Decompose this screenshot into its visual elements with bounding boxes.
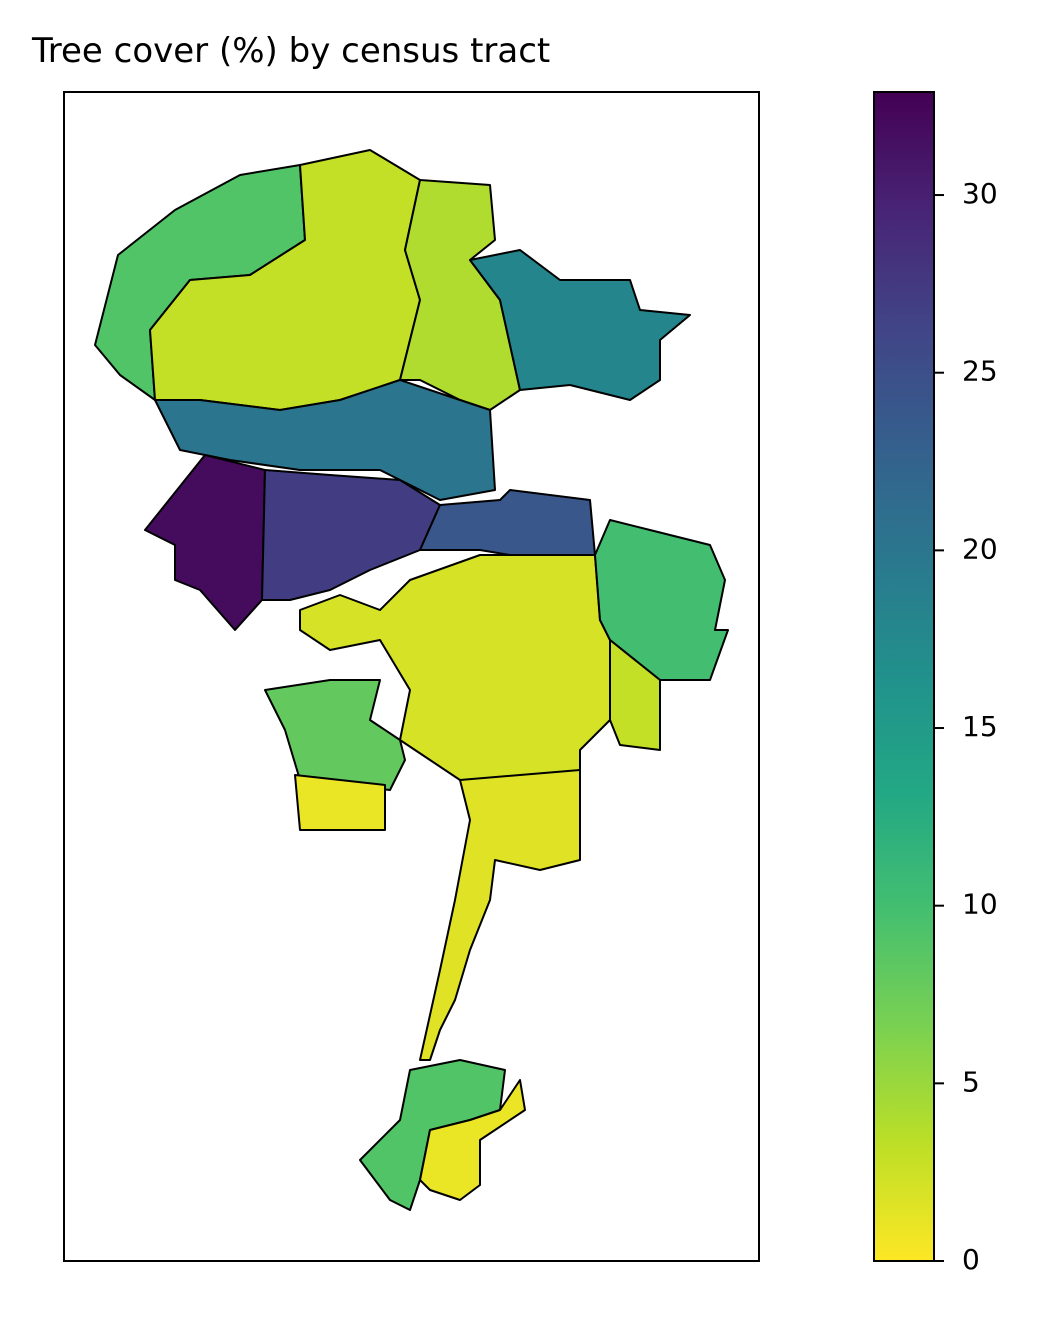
colorbar-tick-label: 25 (962, 355, 998, 388)
colorbar-ticks: 0 5 10 15 20 25 30 (934, 177, 998, 1276)
colorbar (873, 91, 935, 1262)
tract-region (594, 519, 729, 681)
tract-region (419, 769, 581, 1061)
tract-region (261, 469, 441, 601)
colorbar-tick-label: 10 (962, 888, 998, 921)
colorbar-tick-label: 20 (962, 532, 998, 565)
tract-region (264, 679, 406, 791)
colorbar-tick-label: 15 (962, 710, 998, 743)
tract-region (419, 1079, 526, 1201)
chart-title: Tree cover (%) by census tract (31, 31, 550, 71)
tract-region (144, 454, 266, 631)
colorbar-tick-label: 0 (962, 1243, 980, 1276)
map (94, 149, 729, 1211)
colorbar-tick-label: 5 (962, 1065, 980, 1098)
colorbar-tick-label: 30 (962, 177, 998, 210)
tract-region (469, 249, 691, 401)
tract-region (609, 639, 661, 751)
tract-region (154, 379, 496, 501)
map-frame (63, 91, 760, 1262)
tract-region (419, 489, 596, 561)
tract-region (294, 774, 386, 831)
